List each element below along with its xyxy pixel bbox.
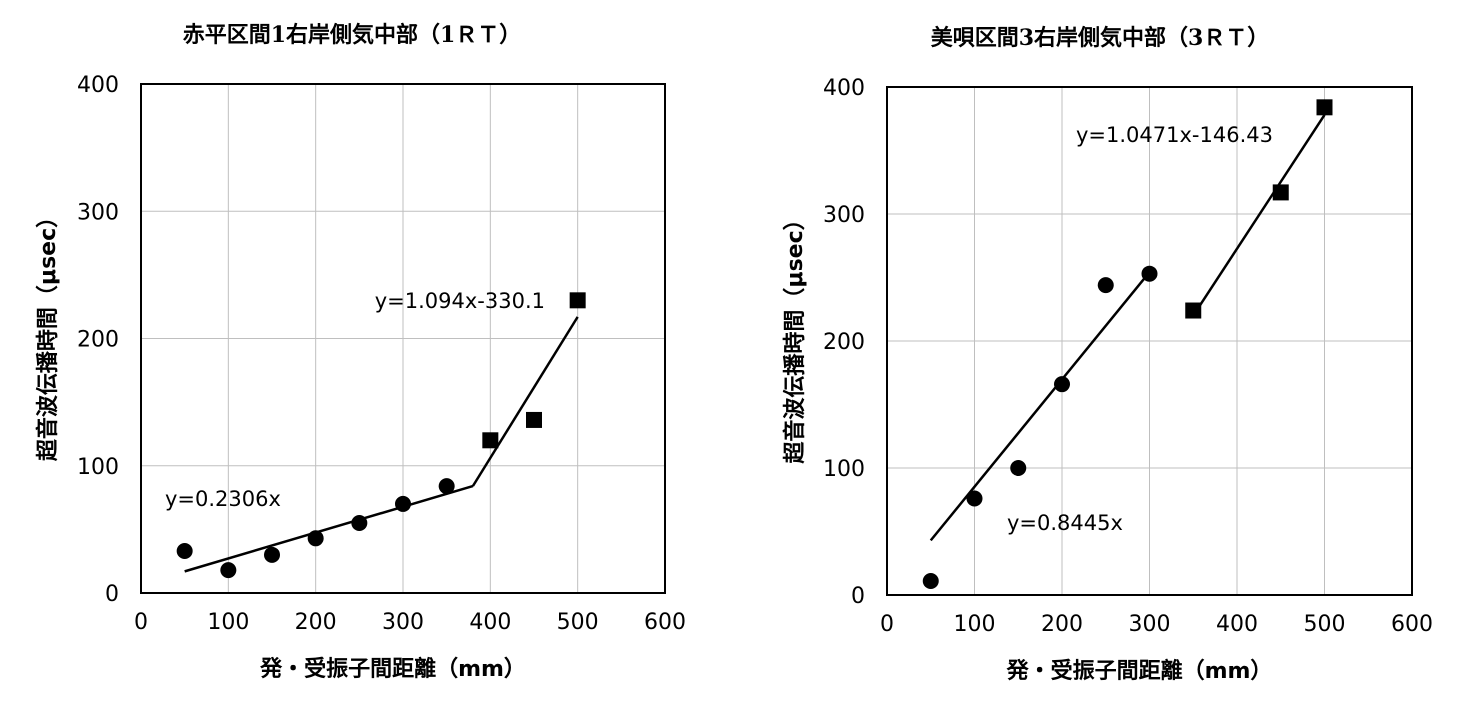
y-axis-title: 超音波伝播時間（μsec）	[35, 206, 61, 461]
x-tick-label: 500	[1304, 612, 1346, 637]
data-point-circle	[264, 546, 280, 563]
data-point-square	[482, 432, 499, 449]
y-tick-label: 300	[77, 200, 119, 225]
trendline-series-2	[471, 316, 579, 487]
x-tick-label: 300	[382, 610, 424, 635]
x-tick-label: 300	[1129, 612, 1171, 637]
y-tick-label: 100	[823, 457, 865, 482]
x-tick-label: 400	[469, 610, 511, 635]
data-point-square	[1272, 184, 1289, 201]
data-point-circle	[1010, 460, 1027, 476]
x-tick-label: 200	[295, 610, 337, 635]
plot-border	[886, 86, 1413, 596]
x-tick-label: 600	[644, 610, 686, 635]
data-point-square	[1185, 302, 1202, 319]
y-tick-label: 200	[823, 330, 865, 355]
trendline-equation: y=0.8445x	[1007, 511, 1123, 535]
x-axis-title: 発・受振子間距離（mm）	[1006, 658, 1273, 684]
data-point-square	[526, 411, 542, 428]
data-point-circle	[438, 478, 455, 495]
y-tick-label: 400	[823, 76, 865, 101]
plot-border	[140, 83, 666, 594]
data-point-circle	[1097, 277, 1114, 294]
data-point-square	[569, 292, 586, 309]
trendline-equation: y=0.2306x	[165, 487, 281, 511]
y-axis-title: 超音波伝播時間（μsec）	[782, 208, 808, 463]
y-tick-label: 200	[77, 328, 119, 353]
data-point-circle	[220, 562, 237, 579]
x-tick-label: 400	[1216, 612, 1258, 637]
chart-title: 赤平区間1右岸側気中部（1ＲＴ）	[183, 22, 522, 48]
chart-akabira-1rt: 赤平区間1右岸側気中部（1ＲＴ） 0 100 200 300 400 500 600 0 100 2…	[35, 22, 686, 682]
data-point-circle	[1141, 265, 1158, 282]
trendline-equation: y=1.0471x-146.43	[1076, 123, 1273, 147]
data-point-square	[1316, 99, 1333, 116]
data-point-circle	[922, 573, 939, 590]
y-tick-label: 0	[851, 584, 865, 609]
chart-bibai-3rt: 美唄区間3右岸側気中部（3ＲＴ） 0 100 200 300 400 500 600 0 100 2…	[782, 25, 1433, 684]
x-tick-label: 600	[1391, 612, 1433, 637]
y-tick-label: 100	[77, 455, 119, 480]
x-tick-label: 500	[557, 610, 599, 635]
y-tick-label: 400	[77, 73, 119, 98]
data-point-circle	[307, 530, 324, 547]
y-tick-label: 0	[105, 582, 119, 607]
data-point-circle	[1054, 376, 1070, 393]
x-tick-label: 100	[954, 612, 996, 637]
x-tick-label: 0	[134, 610, 148, 635]
trendline-series-1	[184, 484, 474, 573]
x-tick-label: 0	[880, 612, 894, 637]
chart-title: 美唄区間3右岸側気中部（3ＲＴ）	[931, 25, 1270, 51]
y-tick-label: 300	[823, 203, 865, 228]
data-point-circle	[966, 490, 983, 507]
x-tick-label: 200	[1041, 612, 1083, 637]
trendline-equation: y=1.094x-330.1	[375, 289, 545, 313]
data-point-circle	[395, 495, 411, 512]
x-tick-label: 100	[207, 610, 249, 635]
data-point-circle	[351, 515, 368, 532]
trendline-series-2	[1192, 114, 1326, 317]
x-axis-title: 発・受振子間距離（mm）	[259, 656, 526, 682]
trendline-series-1	[929, 276, 1147, 542]
data-point-circle	[176, 543, 193, 560]
